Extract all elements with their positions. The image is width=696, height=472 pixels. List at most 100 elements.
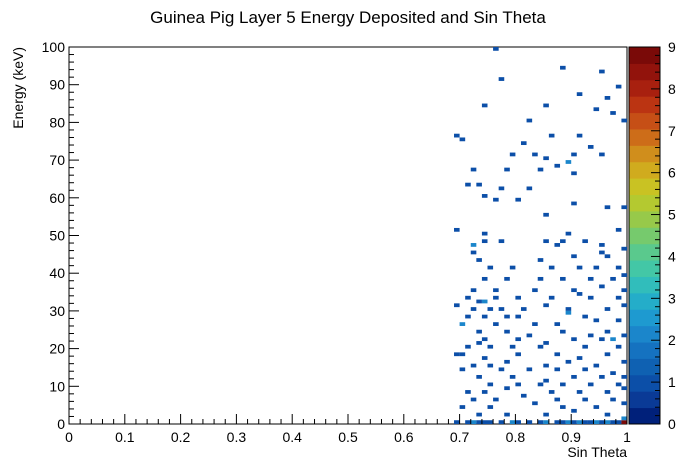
- heatmap-bin: [610, 337, 616, 342]
- heatmap-bin: [604, 307, 611, 311]
- heatmap-bin: [515, 197, 521, 202]
- heatmap-bin: [470, 250, 477, 255]
- heatmap-bin: [615, 420, 622, 424]
- heatmap-bin: [454, 227, 460, 232]
- heatmap-bin: [537, 167, 544, 172]
- heatmap-bin: [532, 322, 538, 326]
- heatmap-bin: [470, 397, 477, 402]
- heatmap-bin: [560, 329, 566, 334]
- x-tick-label: 0.5: [338, 429, 358, 445]
- heatmap-bin: [621, 273, 627, 277]
- heatmap-bin: [621, 205, 627, 210]
- color-scale-segment: [629, 210, 660, 228]
- heatmap-bin: [509, 265, 516, 270]
- y-tick-label: 50: [49, 228, 65, 244]
- heatmap-bin: [610, 276, 616, 281]
- heatmap-bin: [487, 307, 494, 311]
- heatmap-bin: [526, 367, 533, 372]
- heatmap-bin: [548, 265, 555, 270]
- heatmap-bin: [498, 239, 505, 244]
- heatmap-bin: [493, 295, 499, 300]
- heatmap-bin: [476, 299, 482, 304]
- heatmap-bin: [543, 303, 549, 308]
- heatmap-bin: [520, 393, 527, 398]
- y-tick-label: 70: [49, 152, 65, 168]
- heatmap-bin: [560, 276, 566, 281]
- heatmap-bin: [498, 77, 505, 81]
- heatmap-bin: [481, 194, 488, 198]
- heatmap-bin: [610, 397, 616, 402]
- heatmap-bin: [610, 420, 616, 424]
- color-scale-tick-label: 5: [668, 207, 676, 223]
- heatmap-bin: [470, 307, 477, 311]
- heatmap-bin: [576, 265, 583, 270]
- heatmap-bin: [599, 243, 605, 247]
- heatmap-bin: [543, 363, 549, 368]
- heatmap-bin: [520, 307, 527, 311]
- heatmap-bins: [454, 47, 627, 424]
- heatmap-bin: [515, 382, 521, 387]
- y-tick-label: 40: [49, 265, 65, 281]
- x-tick-label: 0.7: [450, 429, 470, 445]
- heatmap-bin: [465, 390, 471, 394]
- heatmap-bin: [560, 239, 566, 244]
- heatmap-bin: [498, 186, 505, 191]
- heatmap-bin: [543, 156, 549, 161]
- x-tick-label: 0.6: [394, 429, 414, 445]
- heatmap-bin: [554, 322, 561, 326]
- heatmap-bin: [571, 337, 577, 342]
- heatmap-bin: [537, 344, 544, 349]
- heatmap-bin: [537, 276, 544, 281]
- color-scale-tick-label: 0: [668, 416, 676, 432]
- y-tick-label: 10: [49, 378, 65, 394]
- heatmap-bin: [560, 420, 566, 424]
- heatmap-bin: [571, 254, 577, 259]
- heatmap-bin: [593, 405, 600, 409]
- heatmap-bin: [576, 292, 583, 296]
- heatmap-bin: [493, 197, 499, 202]
- heatmap-bin: [465, 314, 471, 319]
- heatmap-bin: [481, 356, 488, 360]
- heatmap-bin: [515, 420, 521, 424]
- color-scale-tick-label: 3: [668, 290, 676, 306]
- heatmap-bin: [537, 382, 544, 387]
- heatmap-bin: [520, 141, 527, 146]
- heatmap-bin: [576, 390, 583, 394]
- heatmap-bin: [604, 390, 611, 394]
- heatmap-bin: [582, 367, 588, 372]
- heatmap-bin: [548, 295, 555, 300]
- heatmap-bin: [481, 103, 488, 108]
- color-scale-segment: [629, 194, 660, 212]
- heatmap-bin: [587, 382, 594, 387]
- heatmap-bin: [571, 152, 577, 157]
- color-scale-tick-label: 7: [668, 123, 676, 139]
- color-scale-segment: [629, 47, 660, 64]
- heatmap-bin: [615, 318, 622, 323]
- heatmap-bin: [532, 401, 538, 406]
- heatmap-bin: [610, 371, 616, 375]
- y-tick-label: 20: [49, 341, 65, 357]
- heatmap-bin: [560, 405, 566, 409]
- heatmap-bin: [470, 420, 477, 424]
- heatmap-bin: [487, 382, 494, 387]
- heatmap-bin: [543, 341, 549, 345]
- heatmap-bin: [476, 258, 482, 262]
- color-scale-segment: [629, 260, 660, 277]
- x-tick-label: 0.8: [506, 429, 526, 445]
- color-scale-segment: [629, 292, 660, 310]
- heatmap-bin: [526, 420, 533, 424]
- heatmap-bin: [599, 284, 605, 289]
- y-tick-label: 0: [57, 416, 65, 432]
- color-scale-segment: [629, 276, 660, 294]
- heatmap-bin: [498, 307, 505, 311]
- heatmap-bin: [554, 420, 561, 424]
- heatmap-bin: [465, 420, 471, 424]
- y-tick-label: 90: [49, 77, 65, 93]
- x-axis-label: Sin Theta: [567, 444, 627, 460]
- heatmap-bin: [621, 416, 627, 421]
- heatmap-bin: [476, 329, 482, 334]
- heatmap-bin: [587, 295, 594, 300]
- heatmap-bin: [621, 374, 627, 379]
- heatmap-bin: [604, 329, 611, 334]
- heatmap-bin: [526, 118, 533, 123]
